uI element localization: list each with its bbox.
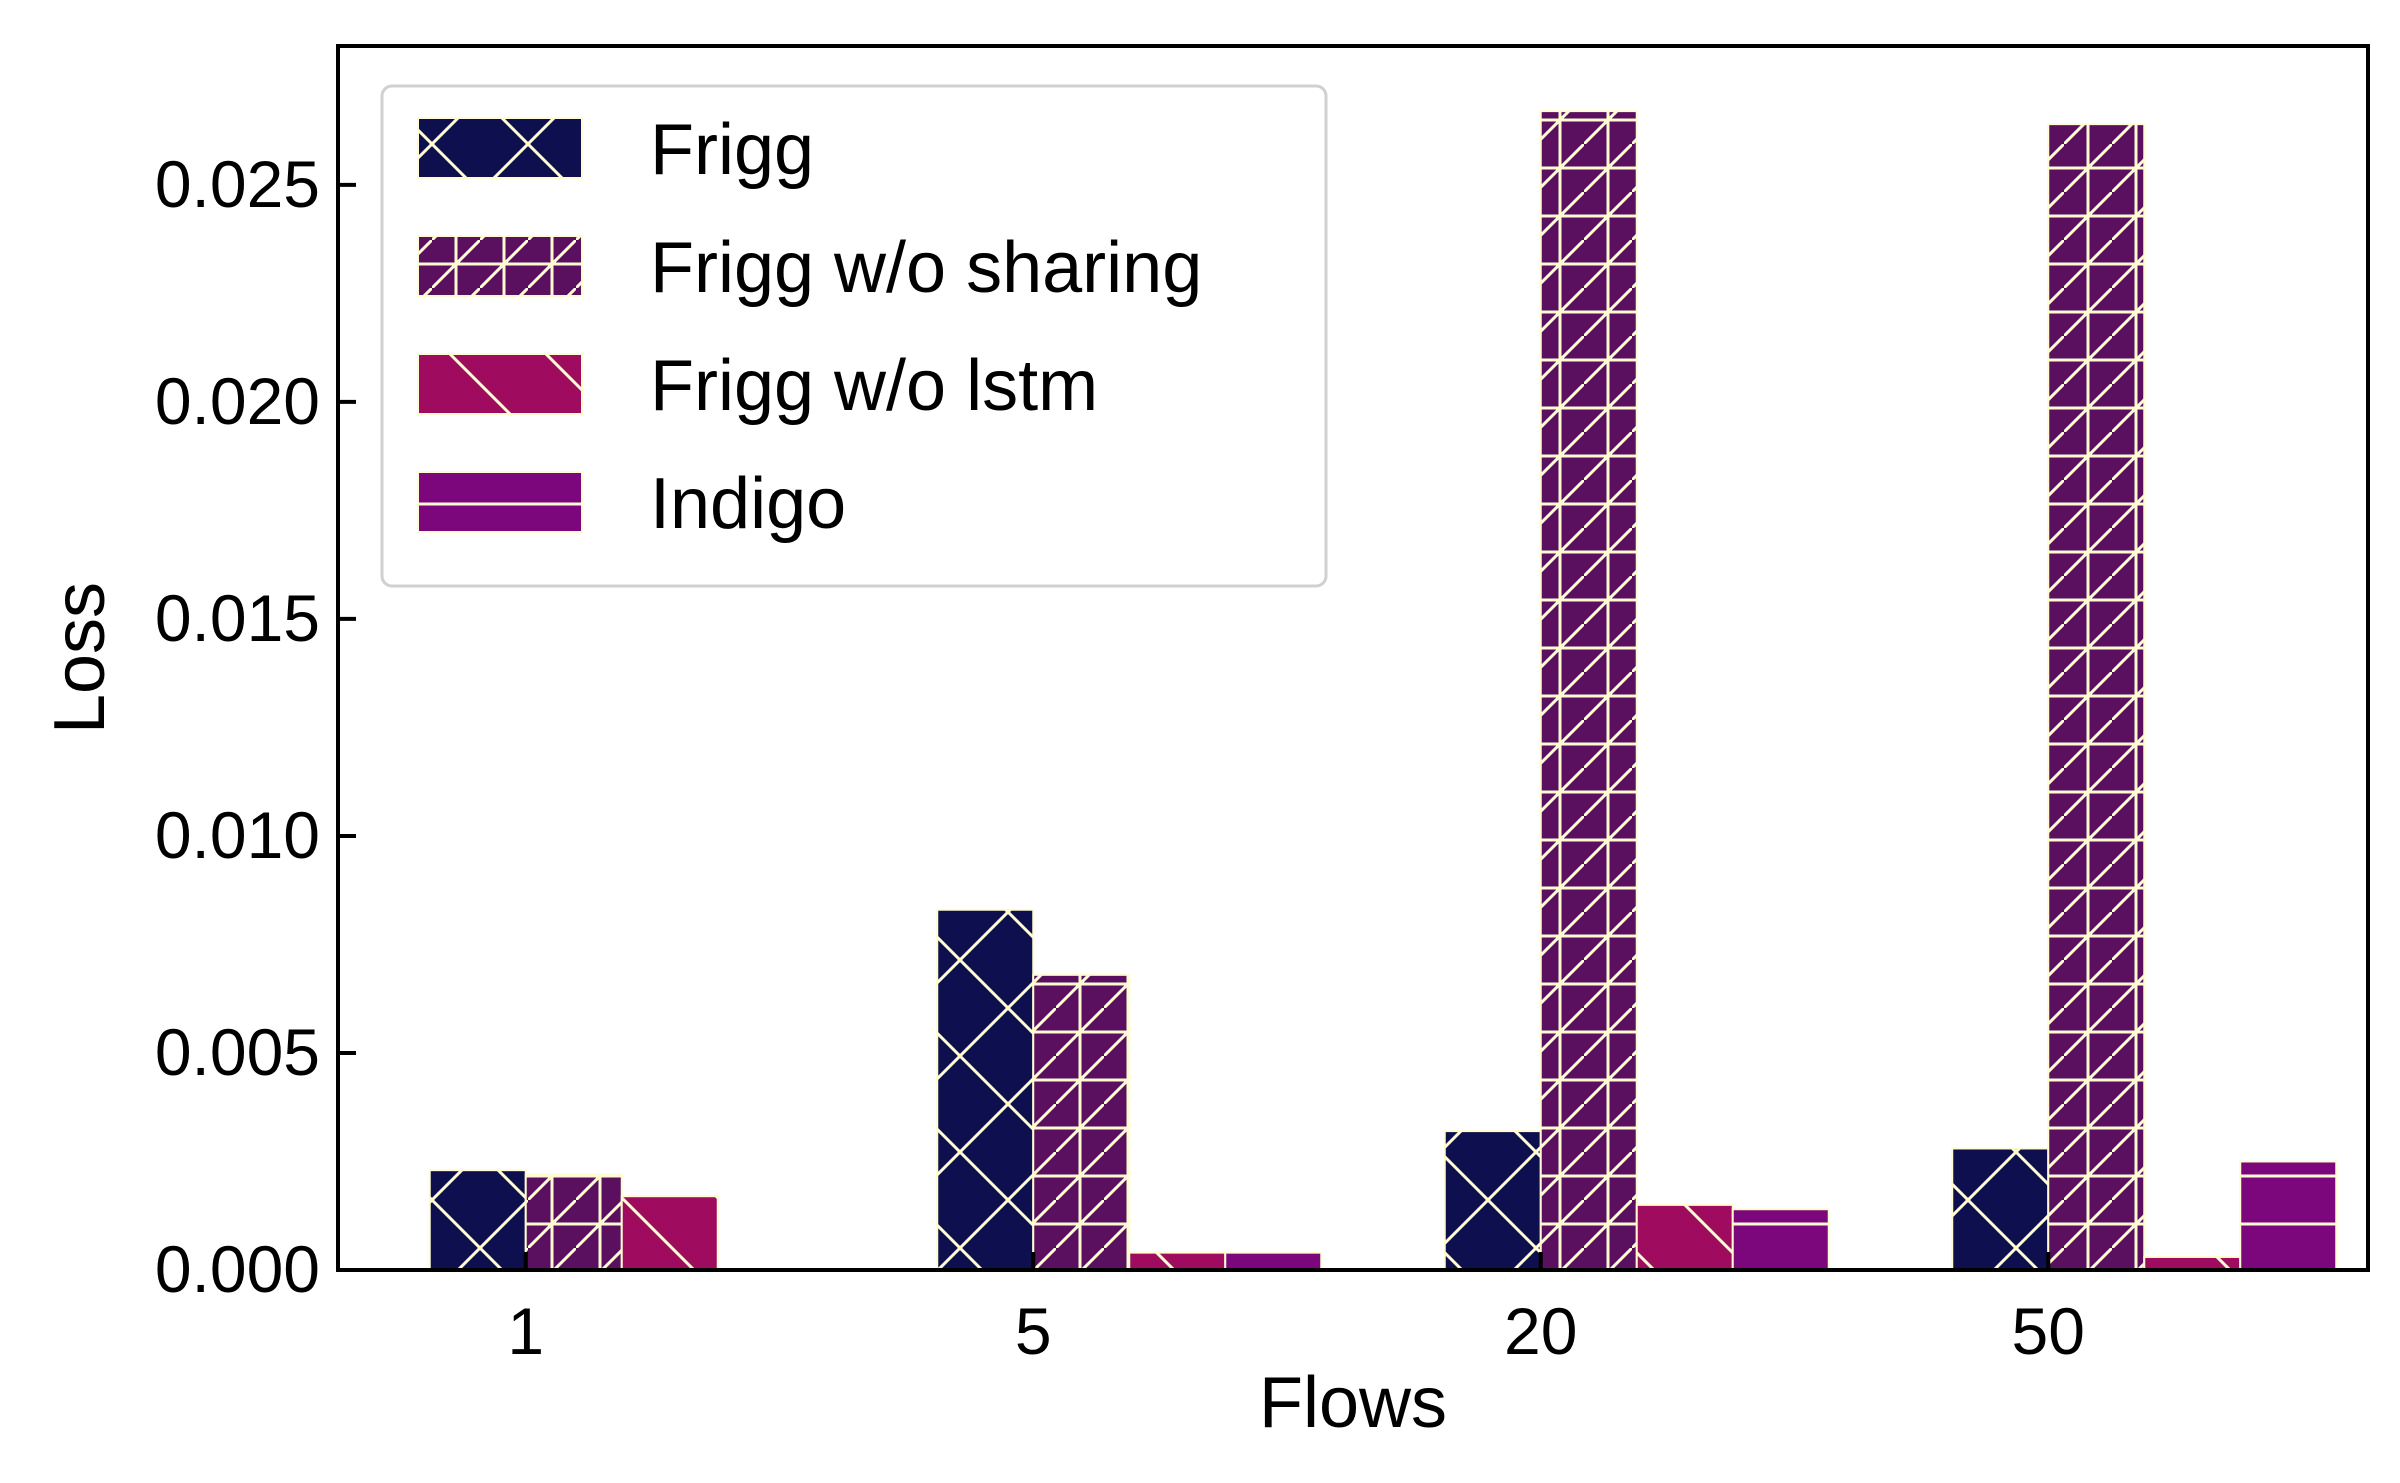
- legend-item: Indigo: [417, 464, 846, 544]
- y-tick-label: 0.025: [155, 147, 320, 221]
- x-axis: 1 5 20 50: [507, 1252, 2085, 1368]
- bar: [1951, 1147, 2050, 1272]
- legend-label: Frigg w/o lstm: [650, 346, 1098, 426]
- legend: Frigg Frigg w/o sharing Frigg w/o lstm Indi…: [380, 84, 1328, 588]
- legend-box: [380, 84, 1328, 588]
- legend-item: Frigg: [417, 110, 814, 190]
- legend-label: Frigg: [650, 110, 814, 190]
- legend-label: Indigo: [650, 464, 846, 544]
- bar: [2143, 1255, 2242, 1272]
- bar: [1443, 1130, 1542, 1271]
- y-axis-label: Loss: [40, 582, 120, 734]
- bar: [2047, 123, 2146, 1271]
- plot-frame: [336, 44, 2370, 1272]
- y-tick-label: 0.010: [155, 798, 320, 872]
- y-tick-label: 0.015: [155, 581, 320, 655]
- y-axis: 0.000 0.005 0.010 0.015 0.020 0.025: [155, 147, 356, 1306]
- x-tick-label: 5: [1015, 1294, 1052, 1368]
- bar: [1032, 973, 1131, 1271]
- bar: [2239, 1160, 2338, 1272]
- bar: [524, 1173, 623, 1271]
- x-tick-label: 20: [1504, 1294, 1577, 1368]
- legend-item: Frigg w/o sharing: [417, 228, 1202, 308]
- bar: [1224, 1251, 1323, 1272]
- bar: [428, 1169, 527, 1271]
- bars-layer: [428, 110, 2338, 1272]
- bar: [1128, 1251, 1227, 1272]
- legend-item: Frigg w/o lstm: [417, 346, 1098, 426]
- bar: [936, 908, 1035, 1271]
- y-tick-label: 0.020: [155, 364, 320, 438]
- y-tick-label: 0.005: [155, 1015, 320, 1089]
- bar: [620, 1195, 719, 1271]
- legend-label: Frigg w/o sharing: [650, 228, 1202, 308]
- x-tick-label: 1: [507, 1294, 544, 1368]
- bar: [1539, 110, 1638, 1272]
- y-tick-label: 0.000: [155, 1232, 320, 1306]
- bar: [1635, 1203, 1734, 1272]
- x-tick-label: 50: [2012, 1294, 2085, 1368]
- bar: [1731, 1208, 1830, 1271]
- x-axis-label: Flows: [1259, 1363, 1447, 1443]
